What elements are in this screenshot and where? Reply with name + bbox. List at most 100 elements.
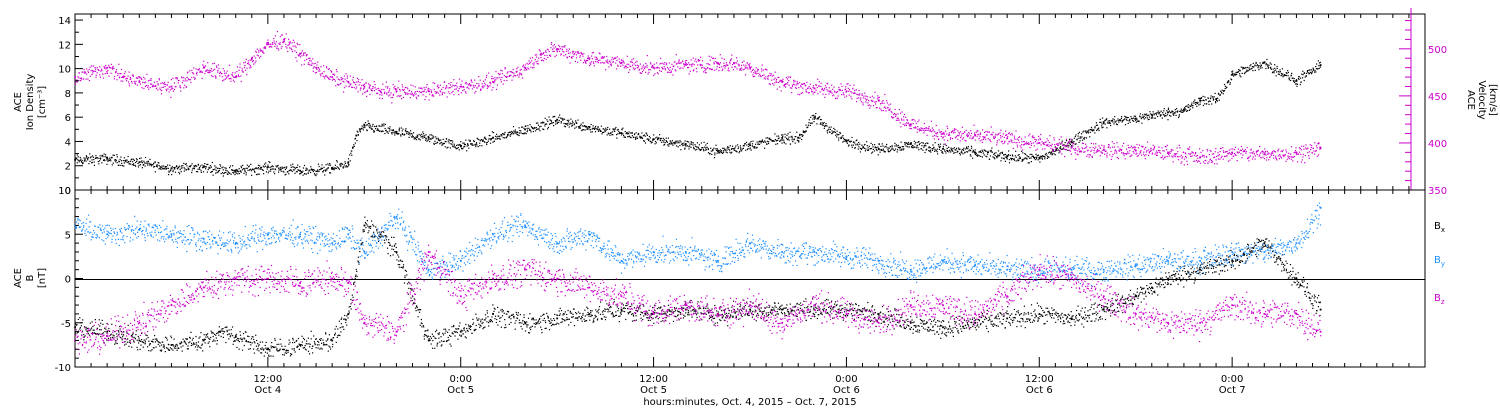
- velocity-point: [917, 126, 919, 128]
- density-point: [1024, 157, 1026, 159]
- density-point: [488, 138, 490, 140]
- velocity-point: [765, 68, 767, 70]
- velocity-point: [550, 43, 552, 45]
- density-point: [822, 123, 824, 125]
- density-point: [224, 172, 226, 174]
- density-point: [360, 128, 362, 130]
- velocity-point: [824, 85, 827, 87]
- velocity-point: [117, 72, 119, 75]
- velocity-point: [352, 76, 354, 78]
- velocity-point: [299, 56, 301, 58]
- density-point: [135, 165, 137, 167]
- velocity-point: [577, 61, 579, 63]
- velocity-point: [527, 67, 529, 69]
- velocity-point: [413, 94, 415, 96]
- density-point: [450, 140, 452, 142]
- density-point: [1068, 145, 1070, 147]
- velocity-point: [638, 69, 640, 71]
- density-point: [141, 160, 143, 162]
- velocity-point: [403, 88, 405, 91]
- density-point: [730, 148, 733, 150]
- density-point: [233, 169, 235, 171]
- density-point: [1266, 58, 1268, 61]
- velocity-point: [366, 95, 368, 97]
- velocity-point: [1061, 153, 1063, 155]
- velocity-point: [1092, 143, 1095, 145]
- density-point: [435, 136, 437, 138]
- density-point: [1286, 72, 1288, 74]
- velocity-point: [283, 41, 285, 43]
- velocity-point: [915, 122, 917, 124]
- velocity-point: [121, 76, 123, 79]
- density-point: [260, 167, 262, 169]
- velocity-point: [186, 76, 188, 78]
- density-point: [188, 169, 190, 171]
- velocity-point: [1128, 152, 1130, 154]
- density-point: [1294, 83, 1297, 85]
- velocity-point: [137, 76, 139, 78]
- velocity-point: [608, 66, 610, 68]
- velocity-point: [219, 71, 222, 73]
- velocity-point: [715, 68, 718, 70]
- velocity-point: [83, 68, 85, 71]
- density-point: [851, 146, 853, 148]
- velocity-point: [791, 92, 793, 94]
- velocity-point: [859, 93, 861, 95]
- density-point: [614, 128, 616, 130]
- density-point: [951, 149, 953, 152]
- density-value-marker: [684, 143, 687, 145]
- density-point: [584, 129, 586, 131]
- velocity-point: [745, 64, 747, 66]
- velocity-point: [820, 82, 822, 84]
- density-point: [923, 146, 925, 148]
- density-point: [137, 166, 139, 168]
- density-point: [560, 122, 562, 124]
- density-point: [207, 163, 209, 165]
- velocity-point: [961, 133, 963, 135]
- density-point: [270, 170, 272, 172]
- density-point: [1146, 115, 1148, 117]
- velocity-point: [310, 60, 312, 62]
- density-point: [489, 135, 491, 137]
- density-point: [1231, 79, 1233, 81]
- density-point: [1030, 161, 1032, 163]
- velocity-point: [1125, 153, 1127, 155]
- velocity-point: [999, 132, 1001, 134]
- velocity-point: [474, 79, 476, 81]
- density-point: [408, 136, 410, 138]
- velocity-point: [838, 88, 840, 91]
- density-point: [468, 139, 470, 141]
- density-point: [1041, 158, 1043, 160]
- velocity-point: [369, 85, 371, 87]
- density-point: [1193, 100, 1195, 103]
- velocity-point: [120, 80, 122, 82]
- density-point: [229, 165, 232, 167]
- velocity-point: [425, 86, 427, 88]
- velocity-point: [567, 50, 569, 52]
- velocity-point: [510, 71, 513, 73]
- velocity-point: [88, 68, 90, 71]
- velocity-point: [289, 41, 291, 43]
- velocity-point: [696, 71, 698, 73]
- density-point: [691, 142, 693, 144]
- density-point: [1102, 126, 1104, 128]
- density-point: [477, 146, 479, 148]
- density-point: [847, 145, 850, 147]
- density-point: [925, 145, 927, 147]
- velocity-point: [507, 71, 509, 73]
- velocity-point: [506, 72, 508, 74]
- density-point: [947, 149, 949, 152]
- density-point: [715, 144, 717, 146]
- velocity-point: [115, 71, 117, 73]
- density-point: [514, 131, 516, 133]
- velocity-point: [1168, 153, 1170, 155]
- density-point: [199, 168, 201, 170]
- velocity-point: [501, 76, 503, 79]
- density-point: [259, 165, 261, 167]
- velocity-point: [1174, 154, 1177, 156]
- velocity-point: [1052, 148, 1054, 150]
- velocity-point: [683, 65, 685, 67]
- density-point: [724, 149, 727, 151]
- velocity-point: [670, 70, 672, 72]
- velocity-point: [1124, 158, 1126, 160]
